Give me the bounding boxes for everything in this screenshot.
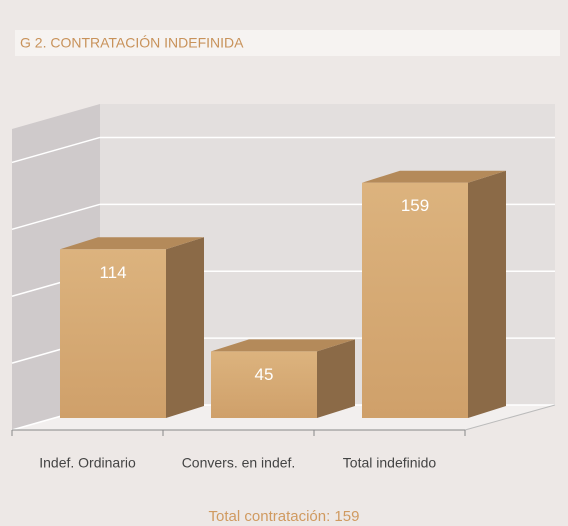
x-tick-label: Indef. Ordinario xyxy=(39,455,136,471)
x-tick-label: Convers. en indef. xyxy=(182,455,296,471)
chart-title: G 2. CONTRATACIÓN INDEFINIDA xyxy=(20,35,244,51)
bar-top xyxy=(211,339,355,352)
annotation: Total contratación: 159 xyxy=(209,508,360,525)
bar xyxy=(60,249,166,418)
value-label: 45 xyxy=(255,365,274,384)
bar-top xyxy=(60,237,204,250)
value-label: 159 xyxy=(401,196,429,215)
x-axis-depth xyxy=(464,404,556,431)
grid-line xyxy=(11,136,101,164)
bar-side xyxy=(317,339,355,418)
bar-side xyxy=(166,237,204,418)
bar-top xyxy=(362,170,506,183)
bar xyxy=(362,182,468,418)
x-tick-label: Total indefinido xyxy=(343,455,437,471)
title-bar xyxy=(15,30,560,56)
value-label: 114 xyxy=(99,263,126,282)
grid-line xyxy=(11,203,101,231)
bar xyxy=(211,351,317,418)
bar-side xyxy=(468,170,506,418)
